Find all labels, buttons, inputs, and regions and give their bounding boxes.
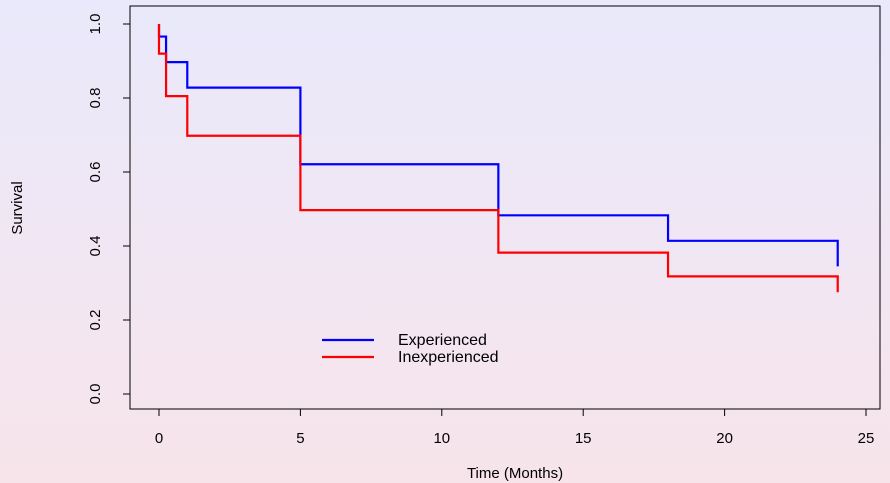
x-tick-label: 20 bbox=[716, 430, 733, 447]
series-line-experienced bbox=[157, 24, 839, 267]
x-axis-title: Time (Months) bbox=[467, 465, 563, 482]
legend-label-inexperienced: Inexperienced bbox=[398, 349, 499, 366]
x-tick-label: 0 bbox=[155, 430, 163, 447]
y-tick-label: 0.6 bbox=[87, 162, 104, 183]
y-axis-title: Survival bbox=[9, 181, 26, 234]
x-tick-label: 25 bbox=[858, 430, 875, 447]
series-line-inexperienced bbox=[157, 24, 839, 293]
y-tick-label: 1.0 bbox=[87, 14, 104, 35]
legend-label-experienced: Experienced bbox=[398, 332, 487, 349]
x-axis: 0 5 10 15 20 25 bbox=[155, 408, 875, 447]
plot-frame bbox=[129, 5, 881, 410]
x-tick-label: 5 bbox=[296, 430, 304, 447]
series-layer bbox=[157, 24, 839, 293]
y-axis: 0.0 0.2 0.4 0.6 0.8 1.0 bbox=[87, 14, 131, 405]
y-tick-label: 0.0 bbox=[87, 384, 104, 405]
x-tick-label: 15 bbox=[575, 430, 592, 447]
y-tick-label: 0.8 bbox=[87, 88, 104, 109]
y-tick-label: 0.4 bbox=[87, 236, 104, 257]
x-tick-label: 10 bbox=[433, 430, 450, 447]
y-tick-label: 0.2 bbox=[87, 310, 104, 331]
